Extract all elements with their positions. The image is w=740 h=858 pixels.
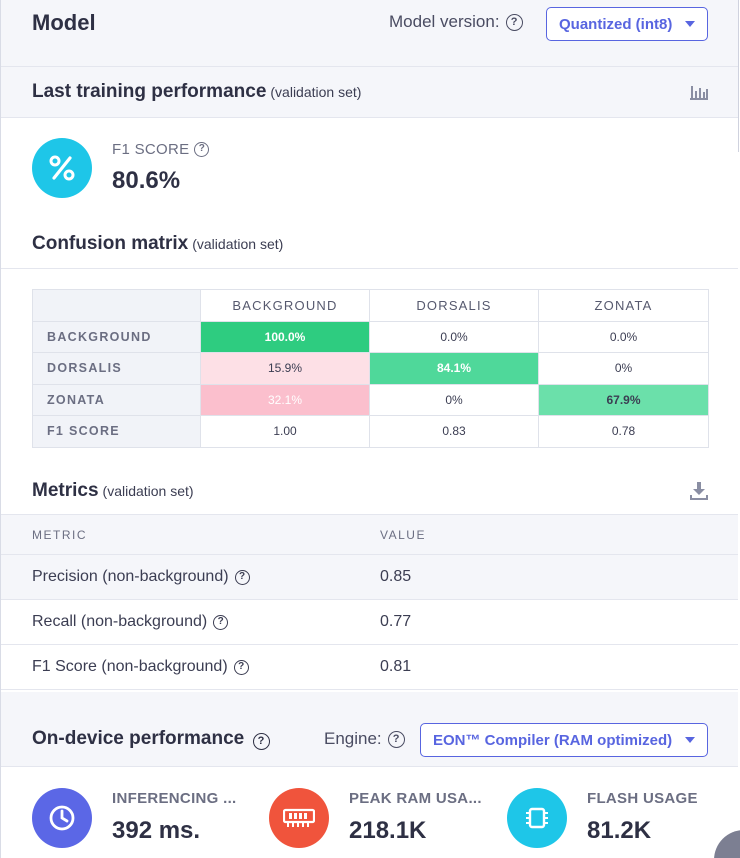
confusion-col-header: BACKGROUND — [200, 289, 370, 322]
confusion-row: DORSALIS 15.9% 84.1% 0% — [32, 352, 709, 385]
flash-usage-label: FLASH USAGE — [587, 790, 698, 807]
confusion-cell: 84.1% — [369, 352, 539, 385]
confusion-cell: 100.0% — [200, 320, 370, 353]
training-title-text: Last training performance — [32, 81, 267, 102]
confusion-corner — [32, 289, 201, 322]
confusion-cell: 0% — [369, 383, 539, 416]
f1-score-label-text: F1 SCORE — [112, 141, 190, 158]
confusion-title-text: Confusion matrix — [32, 233, 189, 254]
confusion-row: ZONATA 32.1% 0% 67.9% — [32, 383, 709, 416]
training-subtitle: (validation set) — [270, 84, 362, 100]
metric-name: Precision (non-background) ? — [32, 555, 250, 599]
metrics-col-header: METRIC — [32, 527, 87, 542]
confusion-cell: 1.00 — [200, 415, 370, 448]
metrics-subtitle: (validation set) — [102, 483, 194, 499]
confusion-col-header: DORSALIS — [369, 289, 539, 322]
confusion-row-header: F1 SCORE — [32, 415, 201, 448]
training-title: Last training performance (validation set… — [32, 81, 361, 103]
confusion-title: Confusion matrix (validation set) — [32, 233, 283, 255]
confusion-cell: 0.83 — [369, 415, 539, 448]
metric-name-text: Precision (non-background) — [32, 568, 229, 585]
metric-name-text: F1 Score (non-background) — [32, 658, 228, 675]
metric-value: 0.81 — [380, 658, 412, 675]
metric-value: 0.85 — [380, 568, 412, 585]
metric-name: F1 Score (non-background) ? — [32, 645, 249, 689]
confusion-cell: 0% — [538, 352, 709, 385]
floating-action-button[interactable] — [714, 830, 740, 858]
peak-ram-value: 218.1K — [349, 817, 427, 844]
ram-chip-icon — [269, 788, 329, 848]
help-icon[interactable]: ? — [387, 730, 405, 748]
metric-value: 0.77 — [380, 613, 412, 630]
engine-value: EON™ Compiler (RAM optimized) — [433, 731, 673, 749]
confusion-cell: 0.0% — [538, 320, 709, 353]
metrics-table: METRIC VALUE Precision (non-background) … — [1, 514, 738, 690]
inferencing-label: INFERENCING ... — [112, 790, 237, 807]
panel-left-border — [0, 0, 1, 858]
download-icon[interactable] — [690, 482, 708, 505]
divider — [1, 117, 738, 118]
panel-right-border — [738, 0, 739, 152]
f1-score-label: F1 SCORE ? — [112, 141, 210, 158]
device-title-text: On-device performance — [32, 728, 245, 749]
panel-title: Model — [32, 10, 96, 35]
model-version-label: Model version: ? — [389, 12, 523, 32]
device-title: On-device performance ? — [32, 728, 270, 750]
divider — [1, 268, 738, 269]
confusion-col-header: ZONATA — [538, 289, 709, 322]
inferencing-value: 392 ms. — [112, 817, 201, 844]
divider — [1, 66, 738, 67]
help-icon[interactable]: ? — [233, 659, 249, 675]
engine-select[interactable]: EON™ Compiler (RAM optimized) — [420, 723, 708, 757]
metrics-title-text: Metrics — [32, 480, 99, 501]
table-row: Recall (non-background) ? 0.77 — [1, 600, 738, 645]
confusion-cell: 32.1% — [200, 383, 370, 416]
flash-usage-value: 81.2K — [587, 817, 652, 844]
percent-icon — [32, 138, 92, 198]
confusion-f1-row: F1 SCORE 1.00 0.83 0.78 — [32, 415, 709, 448]
engine-label-text: Engine: — [324, 729, 382, 748]
clock-icon — [32, 788, 92, 848]
confusion-row-header: ZONATA — [32, 383, 201, 416]
confusion-cell: 15.9% — [200, 352, 370, 385]
help-icon[interactable]: ? — [234, 569, 250, 585]
confusion-cell: 0.0% — [369, 320, 539, 353]
model-version-label-text: Model version: — [389, 12, 500, 31]
engine-label: Engine: ? — [324, 729, 405, 749]
help-icon[interactable]: ? — [194, 142, 210, 157]
metrics-header-row: METRIC VALUE — [1, 514, 738, 555]
confusion-subtitle: (validation set) — [192, 236, 284, 252]
model-version-select[interactable]: Quantized (int8) — [546, 7, 708, 41]
table-row: F1 Score (non-background) ? 0.81 — [1, 645, 738, 690]
bar-chart-icon[interactable] — [690, 84, 708, 105]
table-row: Precision (non-background) ? 0.85 — [1, 555, 738, 600]
confusion-matrix: BACKGROUND DORSALIS ZONATA BACKGROUND 10… — [32, 289, 709, 448]
help-icon[interactable]: ? — [505, 13, 523, 31]
help-icon[interactable]: ? — [252, 733, 270, 750]
metric-name-text: Recall (non-background) — [32, 613, 208, 630]
f1-score-value: 80.6% — [112, 167, 181, 194]
confusion-header-row: BACKGROUND DORSALIS ZONATA — [32, 289, 709, 322]
model-version-value: Quantized (int8) — [559, 15, 673, 33]
metric-name: Recall (non-background) ? — [32, 600, 229, 644]
confusion-row-header: DORSALIS — [32, 352, 201, 385]
metrics-col-header: VALUE — [380, 527, 426, 542]
flash-chip-icon — [507, 788, 567, 848]
chevron-down-icon — [685, 737, 695, 743]
confusion-cell: 67.9% — [538, 383, 709, 416]
chevron-down-icon — [685, 21, 695, 27]
help-icon[interactable]: ? — [213, 614, 229, 630]
metrics-title: Metrics (validation set) — [32, 480, 194, 502]
confusion-row: BACKGROUND 100.0% 0.0% 0.0% — [32, 320, 709, 353]
confusion-row-header: BACKGROUND — [32, 320, 201, 353]
peak-ram-label: PEAK RAM USA... — [349, 790, 482, 807]
confusion-cell: 0.78 — [538, 415, 709, 448]
